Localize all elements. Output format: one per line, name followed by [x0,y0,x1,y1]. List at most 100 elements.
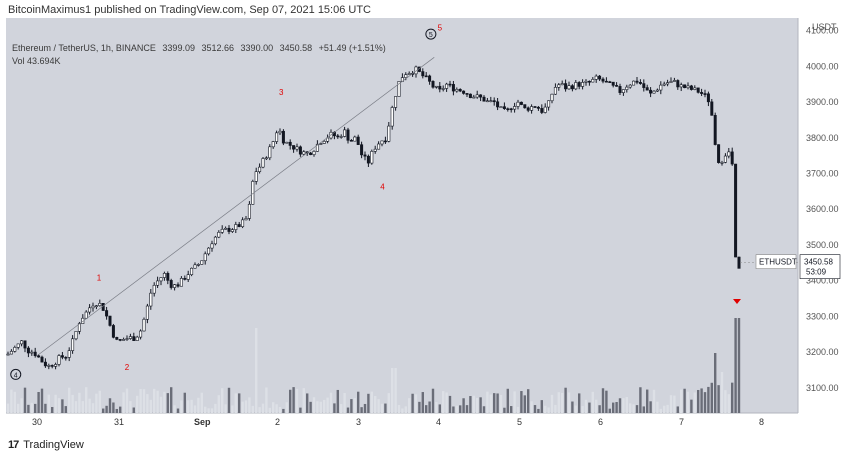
candle-down [587,80,591,83]
volume-bar [241,401,244,413]
volume-bar [350,399,353,413]
candle-up [230,229,234,232]
volume-bar [578,393,581,413]
candle-down [618,86,622,93]
volume-bar [132,407,135,413]
candle-up [455,89,459,92]
x-tick-label: 8 [759,417,764,427]
candle-down [710,101,714,116]
volume-bar [129,401,132,413]
volume-bar [23,387,27,413]
volume-bar [530,401,533,413]
volume-bar [139,389,142,413]
volume-bar [649,401,652,413]
volume-bar [30,402,33,413]
candle-down [356,136,360,145]
volume-bar [71,394,74,413]
candle-down [611,81,615,86]
volume-bar [635,405,639,413]
volume-bar [190,399,193,413]
wave-label: 3 [279,88,284,97]
volume-bar [312,397,316,413]
candle-down [577,82,581,87]
candle-up [217,231,221,238]
volume-bar [146,394,149,413]
candle-down [438,85,442,90]
volume-bar [299,407,302,413]
volume-bar [642,406,645,413]
candle-down [604,80,608,83]
volume-bar [40,388,44,413]
volume-bar [547,407,550,413]
candle-up [295,146,299,150]
candle-up [302,151,306,155]
candle-up [530,106,534,111]
volume-bar [115,408,118,413]
chart-area[interactable]: USDT 3100.00 3200.00 3300.00 3400.00 3500.00 3… [0,18,850,438]
candle-down [540,108,544,113]
volume-bar [666,404,669,413]
candle-up [94,305,98,308]
volume-bar [85,387,88,413]
candle-up [499,106,503,108]
candle-down [363,154,367,157]
wave-trendline [35,57,435,357]
candle-up [380,140,384,145]
circled-wave-marker [425,28,437,40]
volume-bar [418,401,421,413]
volume-bar [601,388,605,413]
volume-bar [618,398,622,413]
volume-bar [683,388,686,413]
volume-bar [380,403,384,413]
volume-bar [13,391,16,413]
volume-bar [503,407,506,413]
candle-up [57,355,61,365]
volume-bar [282,408,285,413]
volume-bar [6,403,10,413]
volume-bar [68,387,71,413]
price-axis [798,18,850,435]
candle-up [632,80,636,86]
candle-up [319,143,323,145]
candle-up [54,364,58,367]
volume-bar [278,406,282,413]
legend-close: 3450.58 [279,43,313,53]
candle-down [111,325,115,338]
candle-up [142,318,146,332]
volume-bar [153,388,156,413]
candle-up [693,87,697,90]
candle-up [315,143,319,152]
price-tag-value: 3450.58 [804,258,833,267]
candle-up [445,83,449,89]
candle-up [720,162,724,164]
candle-up [135,336,139,341]
volume-bar [425,405,428,413]
candle-up [322,141,326,144]
volume-bar [10,389,13,413]
y-tick-label: 3500.00 [806,240,839,250]
candle-down [336,135,340,138]
volume-bar [561,392,564,413]
volume-bar [727,394,730,413]
candle-up [404,74,408,78]
volume-bar [302,388,305,413]
candle-down [281,130,285,144]
candle-up [16,343,20,348]
candle-up [149,292,153,307]
candle-down [730,151,734,165]
candle-up [6,353,10,356]
volume-bar [574,405,577,413]
volume-bar [465,405,469,413]
candle-down [713,115,717,145]
volume-bar [408,398,411,413]
candle-down [492,100,496,103]
candle-up [193,264,197,269]
candle-down [431,81,435,88]
price-chart[interactable]: USDT 3100.00 3200.00 3300.00 3400.00 3500.00 3… [0,18,850,438]
y-tick-label: 4100.00 [806,26,839,36]
y-tick-label: 3100.00 [806,383,839,393]
volume-bar [64,406,67,413]
candle-up [628,84,632,88]
candle-up [173,284,177,288]
y-tick-label: 3600.00 [806,204,839,214]
